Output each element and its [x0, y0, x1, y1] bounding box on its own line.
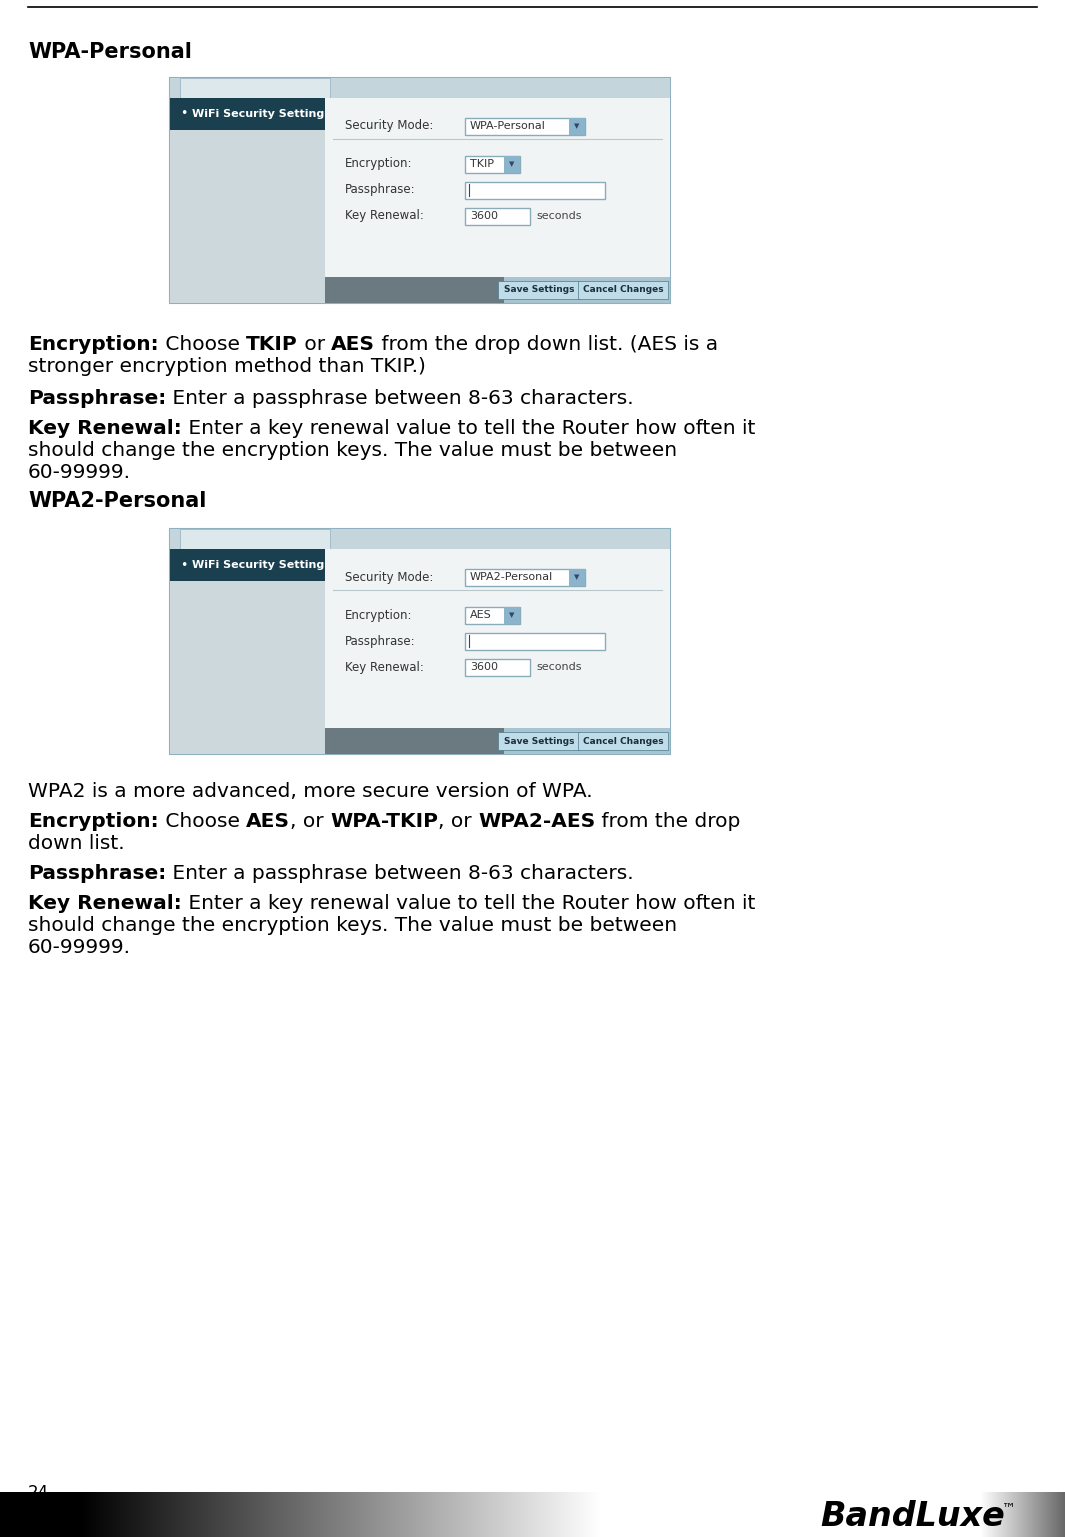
Bar: [170, 78, 670, 98]
Bar: [569, 569, 585, 586]
Text: BandLuxe: BandLuxe: [820, 1500, 1004, 1532]
Text: •: •: [180, 558, 187, 572]
FancyBboxPatch shape: [498, 281, 580, 300]
Bar: [569, 117, 585, 135]
Text: should change the encryption keys. The value must be between: should change the encryption keys. The v…: [28, 916, 677, 934]
Text: , or: , or: [290, 812, 330, 832]
Text: Security Mode:: Security Mode:: [345, 120, 433, 132]
Text: WiFi Security Setting: WiFi Security Setting: [192, 559, 324, 570]
Text: Passphrase:: Passphrase:: [345, 635, 415, 647]
Text: AES: AES: [470, 610, 492, 619]
Text: Key Renewal:: Key Renewal:: [345, 209, 424, 223]
Text: Choose: Choose: [159, 812, 246, 832]
Text: ▼: ▼: [574, 573, 579, 579]
Text: Enter a key renewal value to tell the Router how often it: Enter a key renewal value to tell the Ro…: [182, 420, 755, 438]
Text: Cancel Changes: Cancel Changes: [583, 286, 663, 295]
Text: Key Renewal:: Key Renewal:: [345, 661, 424, 673]
Text: WPA2 is a more advanced, more secure version of WPA.: WPA2 is a more advanced, more secure ver…: [28, 782, 592, 801]
Text: from the drop: from the drop: [595, 812, 740, 832]
Text: Encryption:: Encryption:: [28, 812, 159, 832]
FancyBboxPatch shape: [578, 281, 668, 300]
Text: •: •: [180, 108, 187, 120]
Bar: [325, 729, 504, 755]
Text: down list.: down list.: [28, 835, 125, 853]
Text: , or: , or: [438, 812, 478, 832]
Text: 24: 24: [28, 1485, 49, 1502]
Text: Key Renewal:: Key Renewal:: [28, 420, 182, 438]
Text: ™: ™: [1002, 1502, 1016, 1515]
FancyBboxPatch shape: [465, 207, 530, 224]
FancyBboxPatch shape: [465, 181, 605, 198]
Text: Enter a passphrase between 8-63 characters.: Enter a passphrase between 8-63 characte…: [166, 389, 634, 407]
FancyBboxPatch shape: [465, 607, 520, 624]
Text: stronger encryption method than TKIP.): stronger encryption method than TKIP.): [28, 357, 426, 377]
Text: WPA-Personal: WPA-Personal: [28, 41, 192, 61]
Text: or: or: [298, 335, 331, 354]
Text: TKIP: TKIP: [246, 335, 298, 354]
Text: 3600: 3600: [470, 662, 498, 672]
Bar: [170, 529, 670, 755]
Text: 60-99999.: 60-99999.: [28, 938, 131, 958]
FancyBboxPatch shape: [465, 633, 605, 650]
Text: WPA-TKIP: WPA-TKIP: [330, 812, 438, 832]
Text: WPA-Personal: WPA-Personal: [470, 121, 546, 131]
Text: Save Settings: Save Settings: [504, 736, 574, 745]
Text: Passphrase:: Passphrase:: [28, 864, 166, 882]
Bar: [180, 529, 330, 549]
FancyBboxPatch shape: [498, 732, 580, 750]
Bar: [504, 607, 520, 624]
Text: 3600: 3600: [470, 211, 498, 221]
Text: WPA2-Personal: WPA2-Personal: [470, 572, 553, 583]
Text: Encryption:: Encryption:: [345, 157, 412, 171]
FancyBboxPatch shape: [578, 732, 668, 750]
Text: should change the encryption keys. The value must be between: should change the encryption keys. The v…: [28, 441, 677, 460]
Text: WiFi Security Setting: WiFi Security Setting: [192, 109, 324, 118]
Bar: [170, 529, 670, 549]
Bar: [325, 277, 504, 303]
Text: seconds: seconds: [536, 211, 581, 221]
Bar: [170, 78, 670, 303]
Bar: [180, 78, 330, 98]
Text: Save Settings: Save Settings: [504, 286, 574, 295]
Text: Encryption:: Encryption:: [345, 609, 412, 621]
Text: WPA2-Personal: WPA2-Personal: [28, 490, 207, 510]
FancyBboxPatch shape: [465, 569, 585, 586]
Bar: [170, 581, 325, 755]
Bar: [170, 131, 325, 303]
Text: Encryption:: Encryption:: [28, 335, 159, 354]
Text: Enter a key renewal value to tell the Router how often it: Enter a key renewal value to tell the Ro…: [182, 895, 755, 913]
Text: Cancel Changes: Cancel Changes: [583, 736, 663, 745]
Text: Key Renewal:: Key Renewal:: [28, 895, 182, 913]
Text: Security Mode:: Security Mode:: [345, 570, 433, 584]
Text: Passphrase:: Passphrase:: [28, 389, 166, 407]
Polygon shape: [325, 549, 337, 581]
Text: Passphrase:: Passphrase:: [345, 183, 415, 197]
Bar: [504, 277, 670, 303]
Text: AES: AES: [331, 335, 375, 354]
Bar: [170, 549, 325, 581]
Polygon shape: [325, 98, 337, 131]
Text: Enter a passphrase between 8-63 characters.: Enter a passphrase between 8-63 characte…: [166, 864, 634, 882]
Text: from the drop down list. (AES is a: from the drop down list. (AES is a: [375, 335, 719, 354]
Text: Choose: Choose: [159, 335, 246, 354]
Text: AES: AES: [246, 812, 290, 832]
Text: WPA2-AES: WPA2-AES: [478, 812, 595, 832]
Text: ▼: ▼: [509, 161, 514, 168]
FancyBboxPatch shape: [465, 658, 530, 675]
Bar: [504, 729, 670, 755]
Text: ▼: ▼: [509, 612, 514, 618]
Bar: [504, 155, 520, 172]
Bar: [325, 98, 670, 303]
FancyBboxPatch shape: [465, 155, 520, 172]
Bar: [325, 549, 670, 755]
Text: 60-99999.: 60-99999.: [28, 463, 131, 483]
Text: TKIP: TKIP: [470, 158, 494, 169]
Bar: [170, 98, 325, 131]
Text: ▼: ▼: [574, 123, 579, 129]
FancyBboxPatch shape: [465, 117, 585, 135]
Text: seconds: seconds: [536, 662, 581, 672]
